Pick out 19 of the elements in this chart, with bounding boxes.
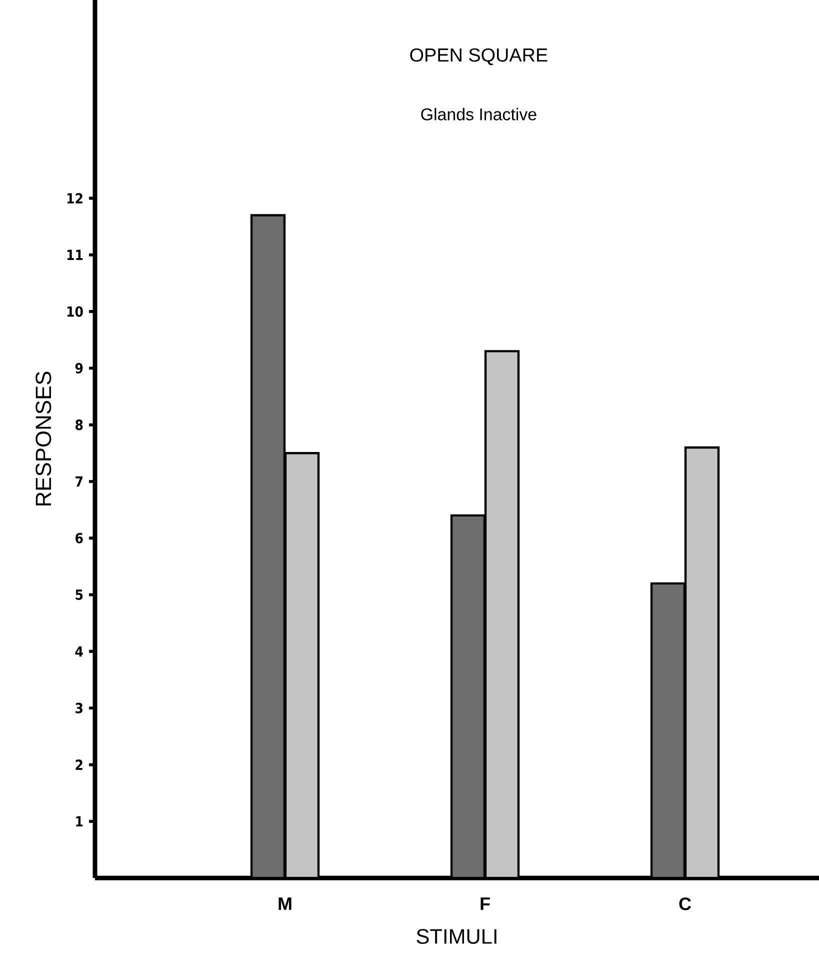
y-tick-label: 10 — [67, 306, 83, 317]
y-tick-label: 9 — [75, 362, 83, 374]
x-axis-title: STIMULI — [416, 929, 496, 944]
y-tick-label: 8 — [76, 420, 83, 430]
x-tick-label: C — [679, 898, 692, 910]
y-tick-label: 4 — [75, 646, 83, 656]
y-tick-label: 2 — [76, 760, 82, 770]
text: OPEN SQUARE — [410, 48, 548, 66]
y-tick-label: 12 — [67, 193, 82, 204]
x-tick-label: F — [480, 898, 490, 910]
y-axis-title: RESPONSES — [36, 372, 52, 506]
x-tick-label: M — [278, 898, 292, 910]
y-tick-label: 7 — [76, 476, 82, 487]
y-tick-label: 11 — [67, 250, 83, 260]
y-tick-label: 6 — [76, 532, 83, 544]
y-tick-label: 3 — [76, 702, 82, 714]
y-tick-label: 5 — [76, 590, 83, 600]
text: Glands Inactive — [421, 108, 536, 120]
y-tick-label: 1 — [76, 816, 83, 826]
